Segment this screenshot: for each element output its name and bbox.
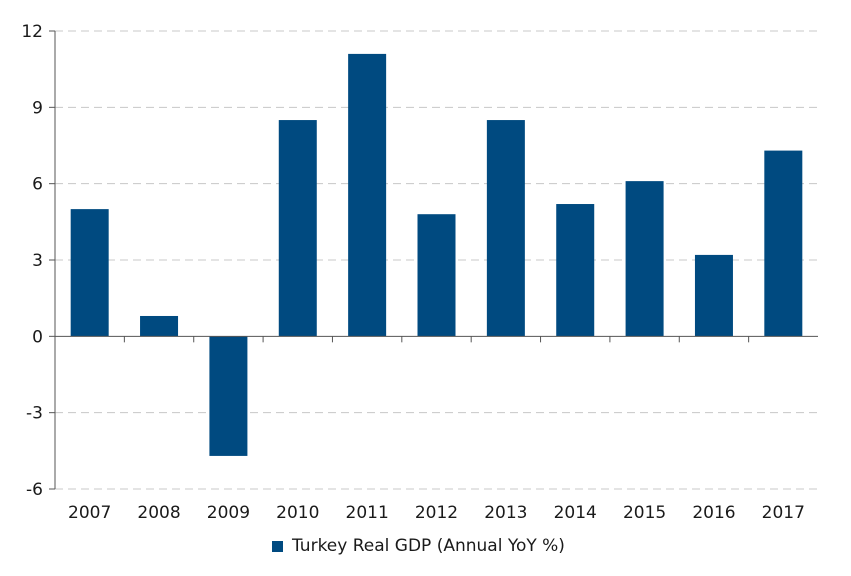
y-tick-label: 0 [32, 327, 43, 347]
bar-2016 [694, 254, 733, 337]
x-tick-label: 2013 [484, 503, 527, 523]
bar-2009 [209, 336, 248, 456]
x-tick-label: 2017 [762, 503, 805, 523]
bar-2014 [556, 204, 595, 337]
legend-swatch [272, 540, 283, 552]
x-tick-label: 2012 [415, 503, 458, 523]
bar-2007 [70, 209, 109, 337]
legend-label: Turkey Real GDP (Annual YoY %) [292, 536, 565, 556]
x-tick-label: 2015 [623, 503, 666, 523]
bar-2015 [625, 181, 664, 337]
x-tick-labels: 2007 2008 2009 2010 2011 2012 2013 2014 2015 2016… [68, 503, 805, 523]
x-tick-label: 2007 [68, 503, 111, 523]
x-tick-label: 2011 [346, 503, 389, 523]
bar-2010 [278, 120, 317, 337]
x-tick-label: 2009 [207, 503, 250, 523]
bar-2011 [348, 53, 387, 337]
y-tick-label: -3 [26, 404, 43, 424]
x-tick-label: 2014 [554, 503, 597, 523]
x-tick-label: 2016 [692, 503, 735, 523]
y-tick-label: -6 [26, 480, 43, 500]
bar-2012 [417, 214, 456, 337]
y-tick-label: 12 [21, 22, 43, 42]
y-tick-labels: -6 -3 0 3 6 9 12 [21, 22, 43, 500]
bar-2008 [140, 315, 179, 337]
bar-2017 [764, 150, 803, 337]
x-tick-label: 2010 [276, 503, 319, 523]
y-tick-label: 3 [32, 251, 43, 271]
x-tick-label: 2008 [137, 503, 180, 523]
y-tick-label: 6 [32, 175, 43, 195]
bars [70, 53, 803, 456]
axes [49, 30, 818, 490]
y-tick-label: 9 [32, 98, 43, 118]
legend: Turkey Real GDP (Annual YoY %) [272, 535, 565, 557]
bar-2013 [486, 120, 525, 337]
